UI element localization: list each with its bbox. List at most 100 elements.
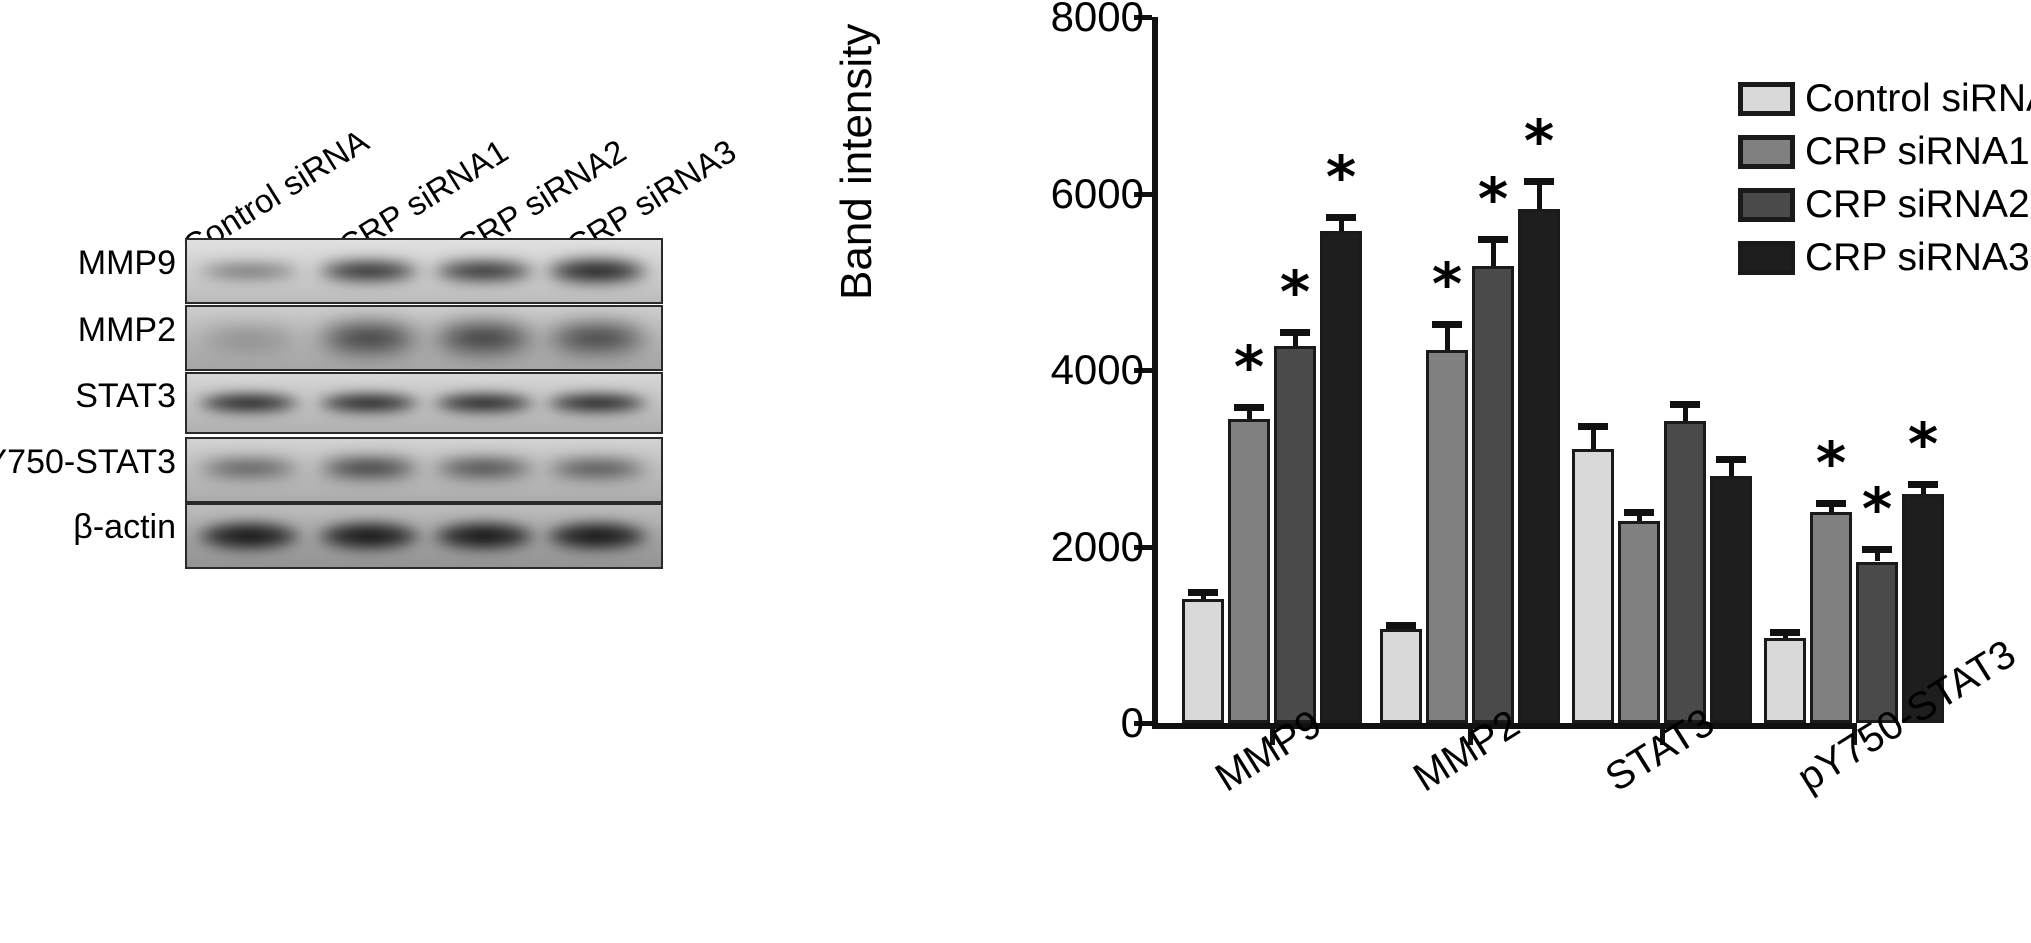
legend-item: CRP siRNA2 — [1738, 178, 2030, 231]
error-bar-cap — [1670, 400, 1700, 408]
bar — [1856, 561, 1898, 723]
error-bar-cap — [1386, 622, 1416, 630]
blot-band — [543, 258, 651, 284]
blot-row-label: MMP2 — [77, 311, 176, 349]
error-bar — [1683, 400, 1688, 422]
y-tick-label: 6000 — [1050, 169, 1144, 217]
legend-label: Control siRNA — [1805, 76, 2031, 120]
significance-marker: * — [1523, 106, 1555, 175]
x-group-tick — [1852, 723, 1857, 745]
blot-band — [315, 323, 423, 353]
blot-band — [430, 260, 538, 282]
blot-band — [195, 263, 303, 279]
error-bar-cap — [1770, 629, 1800, 637]
blot-row-label: β-actin — [73, 508, 176, 546]
significance-marker: * — [1431, 249, 1463, 318]
blot-band — [430, 521, 538, 551]
error-bar — [1339, 213, 1344, 232]
significance-marker: * — [1861, 474, 1893, 543]
legend-label: CRP siRNA2 — [1805, 182, 2030, 226]
western-blot-panel: Control siRNA CRP siRNA1 CRP siRNA2 CRP siR… — [0, 0, 820, 943]
blot-strip — [185, 372, 663, 434]
blot-strip — [185, 238, 663, 304]
x-group-tick — [1270, 723, 1275, 745]
bar — [1618, 520, 1660, 723]
blot-strip — [185, 503, 663, 569]
y-tick-label: 4000 — [1050, 346, 1144, 393]
blot-band — [543, 521, 651, 551]
blot-strip — [185, 305, 663, 371]
y-tick-mark — [1134, 368, 1152, 373]
error-bar-cap — [1524, 177, 1554, 185]
error-bar-cap — [1816, 499, 1846, 507]
blot-band — [195, 460, 303, 476]
error-bar — [1537, 177, 1542, 210]
blot-band — [430, 393, 538, 413]
legend-item: CRP siRNA1 — [1738, 125, 2030, 178]
legend-label: CRP siRNA1 — [1805, 129, 2030, 173]
blot-band — [430, 323, 538, 353]
error-bar-cap — [1716, 455, 1746, 463]
bar — [1472, 265, 1514, 723]
legend-label: CRP siRNA3 — [1805, 235, 2030, 279]
blot-band — [315, 393, 423, 413]
x-axis-line — [1152, 723, 1852, 729]
error-bar — [1293, 328, 1298, 347]
error-bar-cap — [1326, 213, 1356, 221]
y-tick-mark — [1134, 544, 1152, 550]
y-tick-mark — [1134, 721, 1152, 726]
bar — [1810, 512, 1852, 723]
significance-marker: * — [1907, 410, 1939, 479]
y-axis-line — [1152, 17, 1158, 723]
bar — [1380, 629, 1422, 723]
blot-row-label: MMP9 — [77, 244, 176, 282]
error-bar — [1729, 455, 1734, 476]
legend-swatch — [1738, 187, 1795, 222]
significance-marker: * — [1325, 142, 1357, 211]
error-bar — [1445, 320, 1450, 350]
blot-band — [315, 458, 423, 478]
bar — [1274, 346, 1316, 723]
bar — [1320, 231, 1362, 723]
blot-row-label: pY750-STAT3 — [0, 443, 176, 481]
blot-band — [315, 521, 423, 551]
bar — [1572, 448, 1614, 723]
bar — [1518, 209, 1560, 723]
legend-item: CRP siRNA3 — [1738, 231, 2030, 284]
blot-strip — [185, 437, 663, 503]
bar — [1182, 599, 1224, 723]
blot-band — [543, 459, 651, 477]
error-bar — [1247, 403, 1252, 420]
legend-swatch — [1738, 240, 1795, 275]
y-tick-label: 0 — [1120, 699, 1144, 746]
blot-band — [315, 260, 423, 282]
y-axis-title: Band intensity — [832, 23, 881, 300]
x-group-tick — [1660, 723, 1665, 745]
blot-band — [543, 324, 651, 352]
error-bar-cap — [1432, 320, 1462, 328]
significance-marker: * — [1233, 332, 1265, 401]
bar — [1664, 421, 1706, 723]
significance-marker: * — [1477, 164, 1509, 233]
significance-marker: * — [1815, 428, 1847, 497]
error-bar-cap — [1862, 545, 1892, 553]
error-bar — [1491, 235, 1496, 266]
chart-legend: Control siRNA CRP siRNA1 CRP siRNA2 CRP siR… — [1738, 72, 2031, 284]
blot-band — [195, 327, 303, 349]
error-bar-cap — [1478, 235, 1508, 243]
error-bar-cap — [1624, 508, 1654, 516]
y-tick-label: 2000 — [1050, 522, 1144, 570]
blot-band — [543, 393, 651, 413]
bar — [1228, 419, 1270, 723]
bar — [1764, 638, 1806, 723]
bar — [1426, 349, 1468, 723]
bar-chart-panel: Band intensity 0 2000 4000 6000 8000 * * * * * * *… — [820, 0, 2031, 943]
blot-band — [430, 459, 538, 477]
y-tick-label: 8000 — [1050, 0, 1144, 40]
bar — [1902, 494, 1944, 723]
error-bar-cap — [1578, 422, 1608, 430]
legend-swatch — [1738, 81, 1795, 116]
x-group-label: STAT3 — [1598, 700, 1722, 801]
error-bar-cap — [1188, 588, 1218, 596]
